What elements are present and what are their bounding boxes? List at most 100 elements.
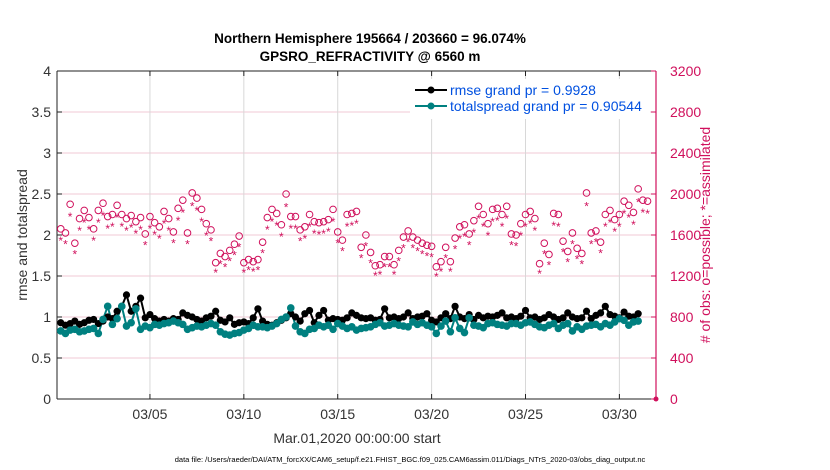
obs-assimilated-marker: * bbox=[190, 199, 195, 213]
obs-assimilated-marker: * bbox=[265, 223, 270, 237]
obs-assimilated-marker: * bbox=[556, 220, 561, 234]
obs-assimilated-marker: * bbox=[119, 220, 124, 234]
obs-assimilated-marker: * bbox=[443, 251, 448, 265]
obs-assimilated-marker: * bbox=[598, 247, 603, 261]
obs-possible-marker bbox=[272, 209, 281, 218]
rmse-point bbox=[381, 305, 389, 313]
obs-possible-marker bbox=[394, 246, 403, 255]
totalspread-point bbox=[404, 323, 412, 331]
obs-assimilated-marker: * bbox=[195, 204, 200, 218]
obs-assimilated-marker: * bbox=[213, 266, 218, 280]
x-axis-label: Mar.01,2020 00:00:00 start bbox=[273, 430, 440, 446]
obs-possible-marker bbox=[376, 260, 384, 269]
obs-assimilated-marker: * bbox=[514, 240, 519, 254]
obs-assimilated-marker: * bbox=[199, 215, 204, 229]
obs-assimilated-marker: * bbox=[636, 195, 641, 209]
obs-assimilated-marker: * bbox=[462, 230, 467, 244]
y-tick-label: 2 bbox=[43, 227, 51, 243]
rmse-point bbox=[517, 312, 525, 320]
obs-possible-marker bbox=[235, 232, 243, 240]
obs-possible-marker bbox=[634, 185, 642, 193]
obs-assimilated-marker: * bbox=[58, 234, 63, 248]
obs-assimilated-marker: * bbox=[284, 200, 289, 214]
totalspread-point bbox=[465, 314, 473, 322]
obs-possible-marker bbox=[127, 211, 135, 220]
obs-assimilated-marker: * bbox=[392, 268, 397, 282]
obs-assimilated-marker: * bbox=[303, 232, 308, 246]
obs-assimilated-marker: * bbox=[63, 238, 68, 252]
totalspread-point bbox=[108, 320, 117, 329]
obs-possible-marker bbox=[493, 204, 502, 213]
obs-possible-marker bbox=[474, 202, 483, 211]
obs-possible-marker bbox=[484, 219, 492, 228]
totalspread-point bbox=[211, 321, 220, 330]
footnote-data-file: data file: /Users/raeder/DAI/ATM_forcXX/… bbox=[175, 455, 646, 464]
rmse-point bbox=[249, 314, 257, 322]
obs-possible-marker bbox=[460, 220, 469, 229]
rmse-point bbox=[122, 291, 131, 299]
totalspread-point bbox=[117, 302, 126, 311]
rmse-point bbox=[113, 307, 121, 315]
obs-assimilated-marker: * bbox=[96, 216, 101, 230]
obs-possible-marker bbox=[455, 223, 464, 231]
rmse-point bbox=[90, 315, 98, 324]
rmse-point bbox=[221, 318, 229, 326]
obs-assimilated-marker: * bbox=[340, 245, 345, 259]
obs-possible-marker bbox=[164, 214, 173, 223]
rmse-point bbox=[305, 306, 314, 315]
obs-assimilated-marker: * bbox=[608, 216, 613, 230]
obs-assimilated-marker: * bbox=[533, 224, 538, 238]
obs-assimilated-marker: * bbox=[335, 237, 340, 251]
obs-assimilated-marker: * bbox=[227, 254, 232, 268]
obs-assimilated-marker: * bbox=[312, 227, 317, 241]
obs-possible-marker bbox=[545, 250, 553, 259]
obs-assimilated-marker: * bbox=[645, 207, 650, 221]
totalspread-point bbox=[291, 322, 300, 330]
obs-assimilated-marker: * bbox=[368, 256, 373, 270]
obs-assimilated-marker: * bbox=[641, 206, 646, 220]
obs-assimilated-marker: * bbox=[518, 229, 523, 243]
obs-possible-marker bbox=[179, 196, 187, 204]
obs-assimilated-marker: * bbox=[504, 212, 509, 226]
obs-assimilated-marker: * bbox=[157, 232, 162, 246]
obs-possible-marker bbox=[338, 236, 347, 244]
rmse-point bbox=[291, 313, 300, 321]
obs-assimilated-marker: * bbox=[500, 220, 505, 234]
obs-possible-marker bbox=[549, 209, 558, 218]
obs-assimilated-marker: * bbox=[180, 206, 185, 220]
obs-possible-marker bbox=[357, 243, 365, 252]
rmse-point bbox=[498, 309, 506, 317]
obs-possible-marker bbox=[348, 209, 356, 218]
obs-possible-marker bbox=[610, 215, 619, 224]
obs-possible-marker bbox=[263, 213, 272, 222]
obs-possible-marker bbox=[258, 238, 267, 246]
obs-assimilated-marker: * bbox=[349, 219, 354, 233]
obs-assimilated-marker: * bbox=[166, 224, 171, 238]
obs-assimilated-marker: * bbox=[101, 209, 106, 223]
y-axis-label: rmse and totalspread bbox=[14, 169, 30, 301]
obs-zero-marker bbox=[653, 396, 659, 402]
obs-possible-marker bbox=[61, 229, 70, 237]
obs-assimilated-marker: * bbox=[68, 210, 73, 224]
obs-possible-marker bbox=[221, 252, 229, 261]
rmse-point bbox=[451, 302, 459, 310]
obs-assimilated-marker: * bbox=[631, 218, 636, 232]
obs-assimilated-marker: * bbox=[274, 219, 279, 233]
obs-assimilated-marker: * bbox=[260, 247, 265, 261]
obs-assimilated-marker: * bbox=[486, 229, 491, 243]
obs-assimilated-marker: * bbox=[256, 263, 261, 277]
obs-possible-marker bbox=[465, 230, 473, 238]
x-tick-label: 03/05 bbox=[132, 406, 167, 422]
y-tick-label: 1.5 bbox=[32, 268, 52, 284]
obs-possible-marker bbox=[352, 207, 361, 216]
obs-assimilated-marker: * bbox=[434, 270, 439, 284]
obs-possible-marker bbox=[211, 258, 220, 267]
rmse-point bbox=[559, 314, 567, 322]
obs-possible-marker bbox=[160, 207, 168, 216]
obs-assimilated-marker: * bbox=[612, 225, 617, 239]
obs-assimilated-marker: * bbox=[317, 228, 322, 242]
obs-possible-marker bbox=[113, 201, 121, 210]
obs-assimilated-marker: * bbox=[373, 269, 378, 283]
totalspread-point bbox=[329, 325, 337, 334]
